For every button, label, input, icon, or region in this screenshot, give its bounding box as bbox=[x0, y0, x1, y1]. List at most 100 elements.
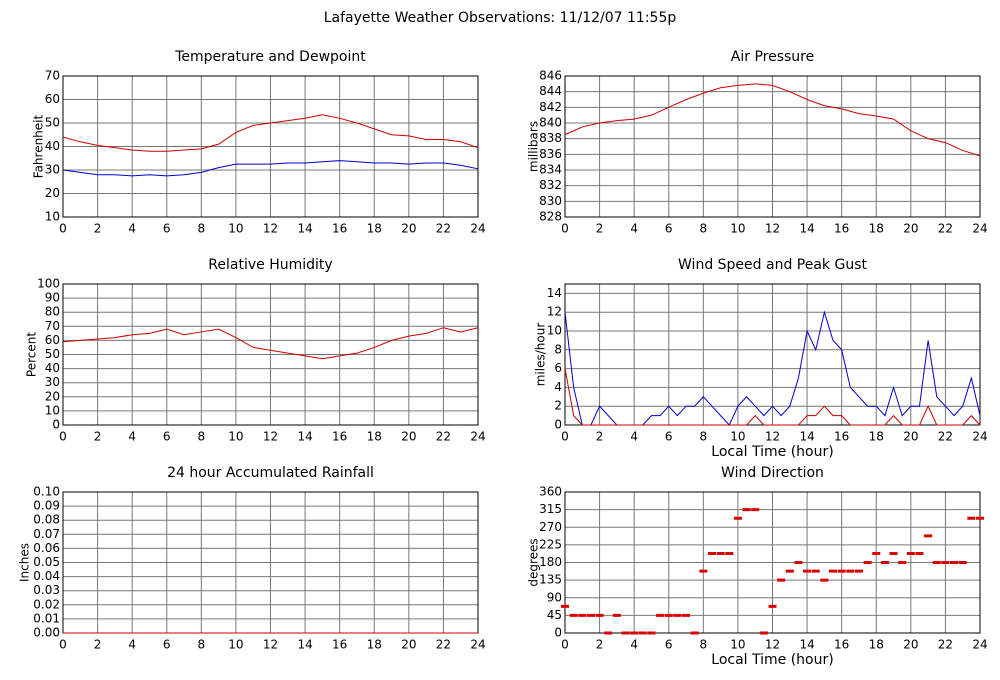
x-tick-label: 14 bbox=[297, 638, 312, 652]
x-tick-label: 20 bbox=[903, 430, 918, 444]
x-tick-label: 8 bbox=[700, 638, 708, 652]
x-tick-label: 16 bbox=[834, 638, 849, 652]
x-tick-label: 18 bbox=[367, 430, 382, 444]
y-tick-label: 40 bbox=[45, 139, 60, 153]
data-point bbox=[612, 613, 621, 617]
y-tick-label: 0.00 bbox=[33, 626, 60, 640]
y-tick-label: 0 bbox=[554, 626, 562, 640]
x-tick-label: 16 bbox=[332, 638, 347, 652]
x-tick-label: 0 bbox=[59, 638, 67, 652]
y-tick-label: 0.10 bbox=[33, 485, 60, 499]
x-tick-label: 10 bbox=[730, 430, 745, 444]
data-point bbox=[976, 516, 984, 520]
x-tick-label: 8 bbox=[700, 430, 708, 444]
x-tick-label: 6 bbox=[665, 222, 673, 236]
y-tick-label: 836 bbox=[539, 147, 562, 161]
data-line bbox=[564, 368, 981, 426]
x-tick-label: 16 bbox=[332, 222, 347, 236]
x-tick-label: 16 bbox=[332, 430, 347, 444]
x-tick-label: 24 bbox=[470, 430, 485, 444]
data-point bbox=[656, 613, 665, 617]
x-tick-label: 10 bbox=[730, 222, 745, 236]
y-tick-label: 20 bbox=[45, 389, 60, 403]
data-point bbox=[725, 551, 734, 555]
y-tick-label: 30 bbox=[45, 375, 60, 389]
x-tick-label: 24 bbox=[470, 638, 485, 652]
x-tick-label: 22 bbox=[938, 222, 953, 236]
x-tick-label: 18 bbox=[367, 638, 382, 652]
x-tick-label: 18 bbox=[367, 222, 382, 236]
data-point bbox=[880, 561, 889, 564]
x-tick-label: 2 bbox=[94, 222, 102, 236]
data-point bbox=[837, 569, 846, 573]
plot-frame bbox=[564, 491, 981, 634]
y-tick-label: 100 bbox=[37, 277, 60, 291]
x-tick-label: 24 bbox=[972, 430, 987, 444]
x-tick-label: 12 bbox=[263, 222, 278, 236]
x-tick-label: 14 bbox=[297, 222, 312, 236]
x-tick-label: 4 bbox=[128, 222, 136, 236]
data-point bbox=[578, 613, 587, 617]
page-title: Lafayette Weather Observations: 11/12/07… bbox=[324, 10, 677, 26]
chart-title: Temperature and Dewpoint bbox=[174, 49, 366, 65]
x-tick-label: 18 bbox=[869, 222, 884, 236]
data-point bbox=[682, 613, 691, 617]
y-tick-label: 70 bbox=[45, 319, 60, 333]
chart-title: 24 hour Accumulated Rainfall bbox=[167, 465, 374, 481]
x-tick-label: 6 bbox=[163, 430, 171, 444]
y-tick-label: 270 bbox=[539, 520, 562, 534]
y-tick-label: 14 bbox=[547, 286, 562, 300]
y-tick-label: 0.09 bbox=[33, 499, 60, 513]
x-tick-label: 14 bbox=[799, 638, 814, 652]
x-tick-label: 4 bbox=[630, 430, 638, 444]
y-tick-label: 30 bbox=[45, 163, 60, 177]
x-tick-label: 20 bbox=[401, 638, 416, 652]
y-tick-label: 0.08 bbox=[33, 513, 60, 527]
x-tick-label: 14 bbox=[297, 430, 312, 444]
data-point bbox=[595, 613, 604, 617]
data-point bbox=[846, 569, 855, 573]
y-tick-label: 832 bbox=[539, 178, 562, 192]
data-point bbox=[889, 551, 898, 555]
data-point bbox=[707, 551, 716, 555]
x-tick-label: 2 bbox=[596, 638, 604, 652]
y-tick-label: 90 bbox=[45, 291, 60, 305]
x-tick-label: 24 bbox=[972, 638, 987, 652]
y-tick-label: 60 bbox=[45, 92, 60, 106]
y-tick-label: 0.03 bbox=[33, 583, 60, 597]
data-point bbox=[872, 551, 881, 555]
x-tick-label: 0 bbox=[561, 222, 569, 236]
x-tick-label: 12 bbox=[765, 222, 780, 236]
x-tick-label: 6 bbox=[665, 638, 673, 652]
x-tick-label: 0 bbox=[561, 430, 569, 444]
y-axis-label: degrees bbox=[527, 538, 541, 586]
data-point bbox=[742, 508, 751, 512]
x-axis-label: Local Time (hour) bbox=[711, 444, 833, 460]
y-tick-label: 80 bbox=[45, 305, 60, 319]
data-point bbox=[751, 508, 760, 512]
y-tick-label: 840 bbox=[539, 116, 562, 130]
data-line bbox=[62, 160, 479, 177]
y-tick-label: 10 bbox=[45, 403, 60, 417]
data-point bbox=[768, 604, 777, 608]
y-tick-label: 844 bbox=[539, 84, 562, 98]
x-tick-label: 2 bbox=[596, 222, 604, 236]
data-line bbox=[62, 114, 479, 152]
data-point bbox=[699, 569, 708, 573]
y-tick-label: 0 bbox=[52, 418, 60, 432]
y-axis-label: Inches bbox=[18, 543, 32, 582]
y-tick-label: 315 bbox=[539, 502, 562, 516]
y-axis-label: Fahrenheit bbox=[32, 114, 46, 178]
x-tick-label: 0 bbox=[59, 222, 67, 236]
chart-title: Wind Speed and Peak Gust bbox=[678, 257, 867, 273]
x-tick-label: 10 bbox=[730, 638, 745, 652]
y-tick-label: 180 bbox=[539, 555, 562, 569]
x-tick-label: 4 bbox=[128, 638, 136, 652]
data-point bbox=[647, 631, 656, 635]
x-tick-label: 12 bbox=[263, 638, 278, 652]
y-tick-label: 360 bbox=[539, 485, 562, 499]
x-tick-label: 22 bbox=[938, 430, 953, 444]
x-tick-label: 4 bbox=[630, 222, 638, 236]
y-tick-label: 838 bbox=[539, 131, 562, 145]
x-tick-label: 20 bbox=[903, 222, 918, 236]
